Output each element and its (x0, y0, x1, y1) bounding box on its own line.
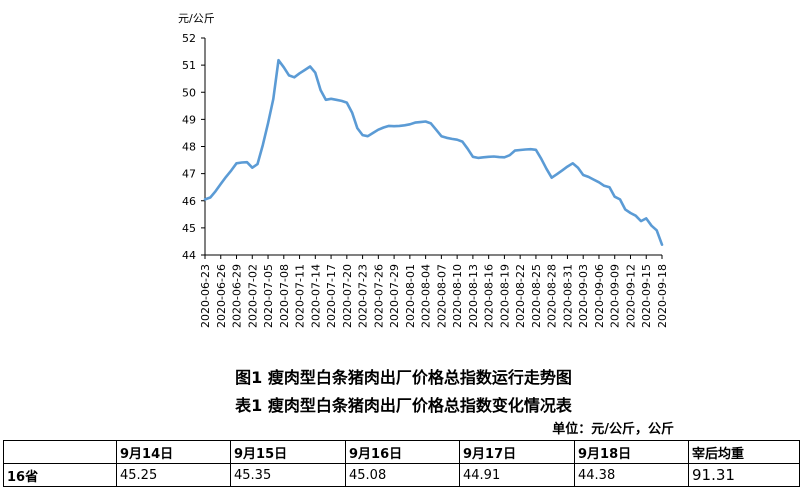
table-caption: 表1 瘦肉型白条猪肉出厂价格总指数变化情况表 (235, 396, 572, 415)
y-tick-label: 47 (182, 168, 196, 181)
table-cell: 44.38 (574, 463, 689, 487)
header-cell-sep14: 9月14日 (116, 440, 231, 464)
x-tick-label: 2020-08-28 (546, 264, 559, 328)
x-tick-label: 2020-07-29 (388, 264, 401, 328)
table-cell: 44.91 (459, 463, 575, 487)
x-tick-label: 2020-06-23 (199, 264, 212, 328)
x-tick-label: 2020-09-09 (609, 264, 622, 328)
series-line (203, 58, 664, 246)
x-tick-label: 2020-08-31 (561, 264, 574, 328)
y-tick-label: 44 (182, 249, 196, 262)
x-tick-label: 2020-09-06 (593, 264, 606, 328)
row-label: 16省 (3, 463, 117, 487)
table-cell: 45.35 (230, 463, 346, 487)
header-cell-empty (3, 440, 117, 464)
x-tick-label: 2020-07-11 (294, 264, 307, 328)
x-tick-label: 2020-09-18 (656, 264, 669, 328)
x-tick-label: 2020-08-22 (514, 264, 527, 328)
x-tick-label: 2020-09-12 (624, 264, 637, 328)
x-tick-label: 2020-07-26 (372, 264, 385, 328)
x-tick-label: 2020-08-07 (435, 264, 448, 328)
x-tick-label: 2020-07-20 (341, 264, 354, 328)
header-cell-avg-weight: 宰后均重 (688, 440, 800, 464)
header-cell-sep18: 9月18日 (574, 440, 689, 464)
x-tick-label: 2020-07-14 (309, 264, 322, 328)
table-header-row: 9月14日 9月15日 9月16日 9月17日 9月18日 宰后均重 (3, 440, 800, 464)
x-tick-label: 2020-07-02 (246, 264, 259, 328)
x-tick-label: 2020-07-23 (357, 264, 370, 328)
header-cell-sep17: 9月17日 (459, 440, 575, 464)
y-tick-label: 49 (182, 113, 196, 126)
y-tick-label: 46 (182, 195, 196, 208)
x-tick-label: 2020-08-25 (530, 264, 543, 328)
x-tick-label: 2020-08-01 (404, 264, 417, 328)
y-tick-label: 51 (182, 59, 196, 72)
table-row: 16省 45.25 45.35 45.08 44.91 44.38 91.31 (3, 463, 800, 487)
unit-note: 单位：元/公斤，公斤 (552, 422, 674, 437)
header-cell-sep16: 9月16日 (345, 440, 460, 464)
x-tick-label: 2020-06-29 (231, 264, 244, 328)
x-tick-label: 2020-08-10 (451, 264, 464, 328)
plot-area (203, 58, 664, 246)
y-tick-label: 45 (182, 222, 196, 235)
y-tick-label: 48 (182, 141, 196, 154)
table-cell: 45.08 (345, 463, 460, 487)
y-axis-unit-label: 元/公斤 (178, 12, 215, 25)
x-tick-label: 2020-07-17 (325, 264, 338, 328)
x-tick-label: 2020-09-03 (577, 264, 590, 328)
x-tick-label: 2020-07-05 (262, 264, 275, 328)
figure-caption: 图1 瘦肉型白条猪肉出厂价格总指数运行走势图 (235, 368, 572, 387)
x-tick-label: 2020-07-08 (278, 264, 291, 328)
x-tick-label: 2020-09-15 (640, 264, 653, 328)
x-axis: 2020-06-23 2020-06-26 2020-06-29 2020-07-02… (199, 254, 669, 328)
x-tick-label: 2020-08-04 (420, 264, 433, 328)
header-cell-sep15: 9月15日 (230, 440, 346, 464)
x-tick-label: 2020-08-16 (483, 264, 496, 328)
y-tick-label: 50 (182, 86, 196, 99)
y-axis: 44 45 46 47 48 49 50 51 52 (182, 32, 206, 262)
x-tick-label: 2020-08-13 (467, 264, 480, 328)
x-tick-label: 2020-08-19 (498, 264, 511, 328)
y-tick-label: 52 (182, 32, 196, 45)
table-cell: 91.31 (688, 463, 800, 487)
x-tick-label: 2020-06-26 (215, 264, 228, 328)
table-cell: 45.25 (116, 463, 231, 487)
index-data-table: 9月14日 9月15日 9月16日 9月17日 9月18日 宰后均重 16省 4… (3, 440, 800, 487)
